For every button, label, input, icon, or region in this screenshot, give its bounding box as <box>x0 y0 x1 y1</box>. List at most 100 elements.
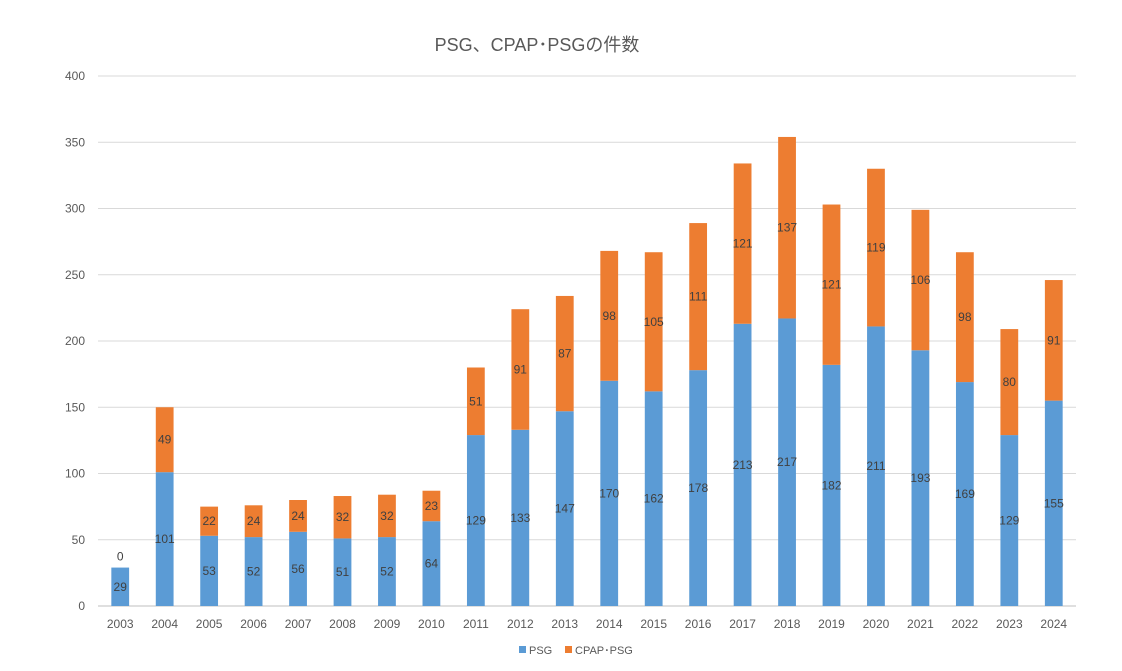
x-tick-label: 2004 <box>151 617 178 631</box>
data-label-cpap-psg: 32 <box>380 509 394 523</box>
bar-psg <box>289 531 307 606</box>
bar-cpap-psg <box>333 496 352 539</box>
x-tick-label: 2014 <box>596 617 623 631</box>
legend: PSG CPAP･PSG <box>519 645 633 657</box>
y-tick-label: 250 <box>65 268 85 282</box>
data-label-cpap-psg: 0 <box>117 550 124 564</box>
y-tick-label: 0 <box>78 599 85 613</box>
bar-psg <box>1000 435 1019 606</box>
bar-cpap-psg <box>422 490 441 522</box>
x-tick-label: 2022 <box>952 617 979 631</box>
y-tick-label: 300 <box>65 202 85 216</box>
bar-cpap-psg <box>600 250 619 381</box>
bar-psg <box>1044 400 1063 606</box>
y-axis-ticks: 0 50 100 150 200 250 300 350 400 <box>65 69 85 613</box>
legend-label-psg: PSG <box>529 645 552 657</box>
data-label-psg: 101 <box>155 532 175 546</box>
data-label-psg: 162 <box>644 492 664 506</box>
legend-label-cpap-psg: CPAP･PSG <box>575 645 633 657</box>
bar-psg <box>511 429 530 606</box>
data-label-psg: 155 <box>1044 496 1064 510</box>
data-label-psg: 182 <box>821 478 841 492</box>
data-label-cpap-psg: 32 <box>336 510 350 524</box>
bar-psg <box>955 382 974 606</box>
bar-psg <box>555 411 574 606</box>
data-label-cpap-psg: 106 <box>910 273 930 287</box>
bar-cpap-psg <box>644 252 663 392</box>
bar-psg <box>600 380 619 606</box>
legend-swatch-psg <box>519 646 526 653</box>
x-tick-label: 2019 <box>818 617 845 631</box>
data-label-cpap-psg: 24 <box>291 509 305 523</box>
data-label-psg: 56 <box>291 562 305 576</box>
data-label-psg: 147 <box>555 502 575 516</box>
data-label-cpap-psg: 22 <box>202 514 216 528</box>
data-label-psg: 170 <box>599 486 619 500</box>
data-label-cpap-psg: 23 <box>425 499 439 513</box>
bar-cpap-psg <box>955 252 974 383</box>
data-labels: 29 0 101 49 53 22 52 24 56 24 51 32 52 32 64 23 129 51 133… <box>114 221 1065 594</box>
bar-cpap-psg <box>555 295 574 412</box>
bar-psg <box>733 323 752 606</box>
data-label-cpap-psg: 24 <box>247 514 261 528</box>
bar-psg <box>644 391 663 606</box>
data-label-psg: 129 <box>999 514 1019 528</box>
bar-psg <box>155 472 174 606</box>
x-tick-label: 2017 <box>729 617 756 631</box>
data-label-psg: 169 <box>955 487 975 501</box>
data-label-cpap-psg: 121 <box>821 278 841 292</box>
x-tick-label: 2018 <box>774 617 801 631</box>
data-label-psg: 64 <box>425 557 439 571</box>
x-tick-label: 2015 <box>640 617 667 631</box>
bar-cpap-psg <box>378 494 396 538</box>
data-label-psg: 53 <box>202 564 216 578</box>
bar-cpap-psg <box>1000 329 1019 436</box>
x-tick-label: 2011 <box>463 617 489 631</box>
data-label-psg: 213 <box>733 458 753 472</box>
bar-psg <box>466 435 485 606</box>
bar-cpap-psg <box>244 505 263 538</box>
bar-psg <box>333 538 352 606</box>
bar-psg <box>378 537 396 606</box>
data-label-psg: 217 <box>777 455 797 469</box>
bar-cpap-psg <box>822 204 841 365</box>
bar-psg <box>200 535 219 606</box>
bar-cpap-psg <box>466 367 485 436</box>
x-tick-label: 2008 <box>329 617 356 631</box>
x-tick-label: 2016 <box>685 617 712 631</box>
bars <box>111 136 1063 606</box>
x-tick-label: 2023 <box>996 617 1023 631</box>
data-label-psg: 51 <box>336 565 350 579</box>
x-tick-label: 2007 <box>285 617 312 631</box>
bar-cpap-psg <box>200 506 219 536</box>
bar-cpap-psg <box>867 168 885 327</box>
data-label-psg: 178 <box>688 481 708 495</box>
y-tick-label: 350 <box>65 135 85 149</box>
data-label-cpap-psg: 87 <box>558 347 572 361</box>
y-tick-label: 100 <box>65 467 85 481</box>
x-tick-label: 2003 <box>107 617 134 631</box>
bar-psg <box>867 326 885 606</box>
bar-cpap-psg <box>733 163 752 324</box>
data-label-cpap-psg: 137 <box>777 221 797 235</box>
chart-title: PSG、CPAP･PSGの件数 <box>435 35 640 55</box>
data-label-psg: 52 <box>380 565 394 579</box>
x-tick-label: 2006 <box>240 617 267 631</box>
data-label-cpap-psg: 121 <box>733 237 753 251</box>
bar-cpap-psg <box>911 209 930 351</box>
bar-cpap-psg <box>289 500 307 532</box>
legend-swatch-cpap-psg <box>565 646 572 653</box>
x-tick-label: 2021 <box>907 617 934 631</box>
x-tick-label: 2024 <box>1040 617 1067 631</box>
x-tick-label: 2005 <box>196 617 223 631</box>
y-tick-label: 400 <box>65 69 85 83</box>
data-label-psg: 193 <box>910 471 930 485</box>
bar-psg <box>244 537 263 606</box>
bar-psg <box>422 521 441 606</box>
bar-cpap-psg <box>778 136 796 319</box>
data-label-psg: 211 <box>866 459 885 473</box>
bar-psg <box>689 370 708 606</box>
x-axis-ticks: 2003 2004 2005 2006 2007 2008 2009 2010 2011 2012… <box>107 617 1068 631</box>
